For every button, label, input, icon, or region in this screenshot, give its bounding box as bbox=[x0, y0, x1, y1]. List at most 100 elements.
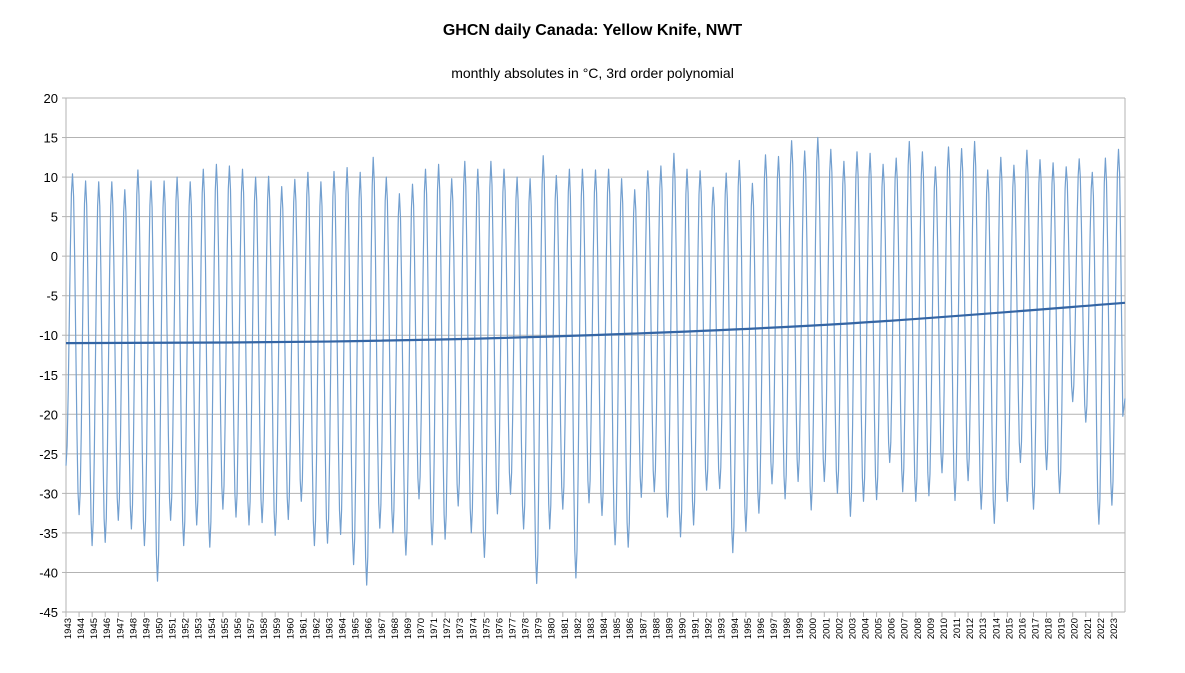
x-tick-label: 2014 bbox=[991, 618, 1002, 639]
trend-line bbox=[65, 301, 1126, 345]
x-tick-label: 1973 bbox=[455, 618, 466, 639]
y-tick-label: 5 bbox=[51, 210, 58, 225]
x-tick-label: 1989 bbox=[664, 618, 675, 639]
x-tick-label: 1999 bbox=[795, 618, 806, 639]
x-tick-label: 1957 bbox=[246, 618, 257, 639]
x-tick-label: 1944 bbox=[76, 618, 87, 639]
y-tick-label: -35 bbox=[39, 526, 58, 541]
x-tick-label: 2000 bbox=[808, 618, 819, 639]
x-tick-label: 1985 bbox=[612, 618, 623, 639]
y-tick-label: 20 bbox=[44, 91, 58, 106]
y-tick-label: -45 bbox=[39, 605, 58, 620]
x-tick-label: 1970 bbox=[416, 618, 427, 639]
y-tick-label: 0 bbox=[51, 249, 58, 264]
x-tick-label: 1946 bbox=[102, 618, 113, 639]
x-tick-label: 2016 bbox=[1017, 618, 1028, 639]
x-tick-label: 1972 bbox=[442, 618, 453, 639]
y-tick-label: -20 bbox=[39, 407, 58, 422]
x-tick-label: 1978 bbox=[521, 618, 532, 639]
x-tick-label: 1982 bbox=[573, 618, 584, 639]
x-tick-label: 1981 bbox=[560, 618, 571, 639]
x-tick-label: 2004 bbox=[861, 618, 872, 639]
x-tick-label: 2013 bbox=[978, 618, 989, 639]
x-tick-label: 1960 bbox=[285, 618, 296, 639]
x-tick-label: 1987 bbox=[638, 618, 649, 639]
x-tick-label: 1953 bbox=[194, 618, 205, 639]
x-tick-label: 1949 bbox=[141, 618, 152, 639]
x-tick-label: 2003 bbox=[847, 618, 858, 639]
x-tick-label: 2002 bbox=[834, 618, 845, 639]
x-tick-label: 2015 bbox=[1004, 618, 1015, 639]
x-tick-label: 2020 bbox=[1070, 618, 1081, 639]
x-tick-label: 1950 bbox=[155, 618, 166, 639]
x-tick-label: 1959 bbox=[272, 618, 283, 639]
x-tick-label: 1992 bbox=[704, 618, 715, 639]
x-tick-label: 1997 bbox=[769, 618, 780, 639]
y-tick-label: -25 bbox=[39, 447, 58, 462]
x-tick-label: 2021 bbox=[1083, 618, 1094, 639]
x-tick-label: 1956 bbox=[233, 618, 244, 639]
x-tick-label: 1967 bbox=[377, 618, 388, 639]
x-tick-label: 1975 bbox=[481, 618, 492, 639]
x-tick-label: 2007 bbox=[900, 618, 911, 639]
x-tick-label: 1977 bbox=[508, 618, 519, 639]
x-tick-label: 1971 bbox=[429, 618, 440, 639]
x-tick-label: 1958 bbox=[259, 618, 270, 639]
x-tick-label: 1948 bbox=[128, 618, 139, 639]
x-tick-label: 1979 bbox=[534, 618, 545, 639]
x-tick-label: 1955 bbox=[220, 618, 231, 639]
chart-subtitle: monthly absolutes in °C, 3rd order polyn… bbox=[451, 65, 734, 81]
x-tick-label: 1945 bbox=[89, 618, 100, 639]
x-tick-label: 1990 bbox=[677, 618, 688, 639]
x-tick-label: 1947 bbox=[115, 618, 126, 639]
x-tick-label: 1968 bbox=[390, 618, 401, 639]
x-tick-label: 2012 bbox=[965, 618, 976, 639]
x-tick-label: 1993 bbox=[717, 618, 728, 639]
x-tick-label: 2023 bbox=[1109, 618, 1120, 639]
x-tick-label: 1954 bbox=[207, 618, 218, 639]
x-tick-label: 1991 bbox=[691, 618, 702, 639]
x-tick-label: 2018 bbox=[1044, 618, 1055, 639]
x-tick-label: 1983 bbox=[586, 618, 597, 639]
x-tick-label: 2009 bbox=[926, 618, 937, 639]
y-tick-label: -30 bbox=[39, 486, 58, 501]
x-tick-label: 1984 bbox=[599, 618, 610, 639]
x-tick-label: 1951 bbox=[168, 618, 179, 639]
x-tick-label: 2019 bbox=[1057, 618, 1068, 639]
x-tick-label: 1943 bbox=[63, 618, 74, 639]
y-tick-label: -10 bbox=[39, 328, 58, 343]
x-tick-label: 1986 bbox=[625, 618, 636, 639]
x-tick-label: 2022 bbox=[1096, 618, 1107, 639]
x-tick-label: 1964 bbox=[338, 618, 349, 639]
y-tick-label: -5 bbox=[46, 289, 58, 304]
y-tick-label: 15 bbox=[44, 131, 58, 146]
x-tick-label: 1962 bbox=[311, 618, 322, 639]
x-tick-label: 1980 bbox=[547, 618, 558, 639]
x-tick-label: 2006 bbox=[887, 618, 898, 639]
x-tick-label: 1965 bbox=[351, 618, 362, 639]
x-tick-label: 2005 bbox=[874, 618, 885, 639]
chart-title: GHCN daily Canada: Yellow Knife, NWT bbox=[442, 22, 743, 39]
x-tick-label: 2008 bbox=[913, 618, 924, 639]
x-tick-label: 1998 bbox=[782, 618, 793, 639]
x-tick-label: 2011 bbox=[952, 618, 963, 638]
x-tick-label: 2010 bbox=[939, 618, 950, 639]
x-tick-label: 1995 bbox=[743, 618, 754, 639]
x-tick-label: 1976 bbox=[494, 618, 505, 639]
y-tick-label: -15 bbox=[39, 368, 58, 383]
x-tick-label: 2017 bbox=[1030, 618, 1041, 639]
x-tick-label: 1952 bbox=[181, 618, 192, 639]
x-tick-label: 1966 bbox=[364, 618, 375, 639]
y-tick-label: 10 bbox=[44, 170, 58, 185]
x-tick-label: 1996 bbox=[756, 618, 767, 639]
x-tick-label: 1974 bbox=[468, 618, 479, 639]
monthly-series-line bbox=[65, 136, 1126, 586]
x-tick-label: 1969 bbox=[403, 618, 414, 639]
x-tick-label: 1988 bbox=[651, 618, 662, 639]
x-tick-label: 1994 bbox=[730, 618, 741, 639]
x-tick-label: 1961 bbox=[298, 618, 309, 639]
y-tick-label: -40 bbox=[39, 565, 58, 580]
x-tick-label: 2001 bbox=[821, 618, 832, 639]
